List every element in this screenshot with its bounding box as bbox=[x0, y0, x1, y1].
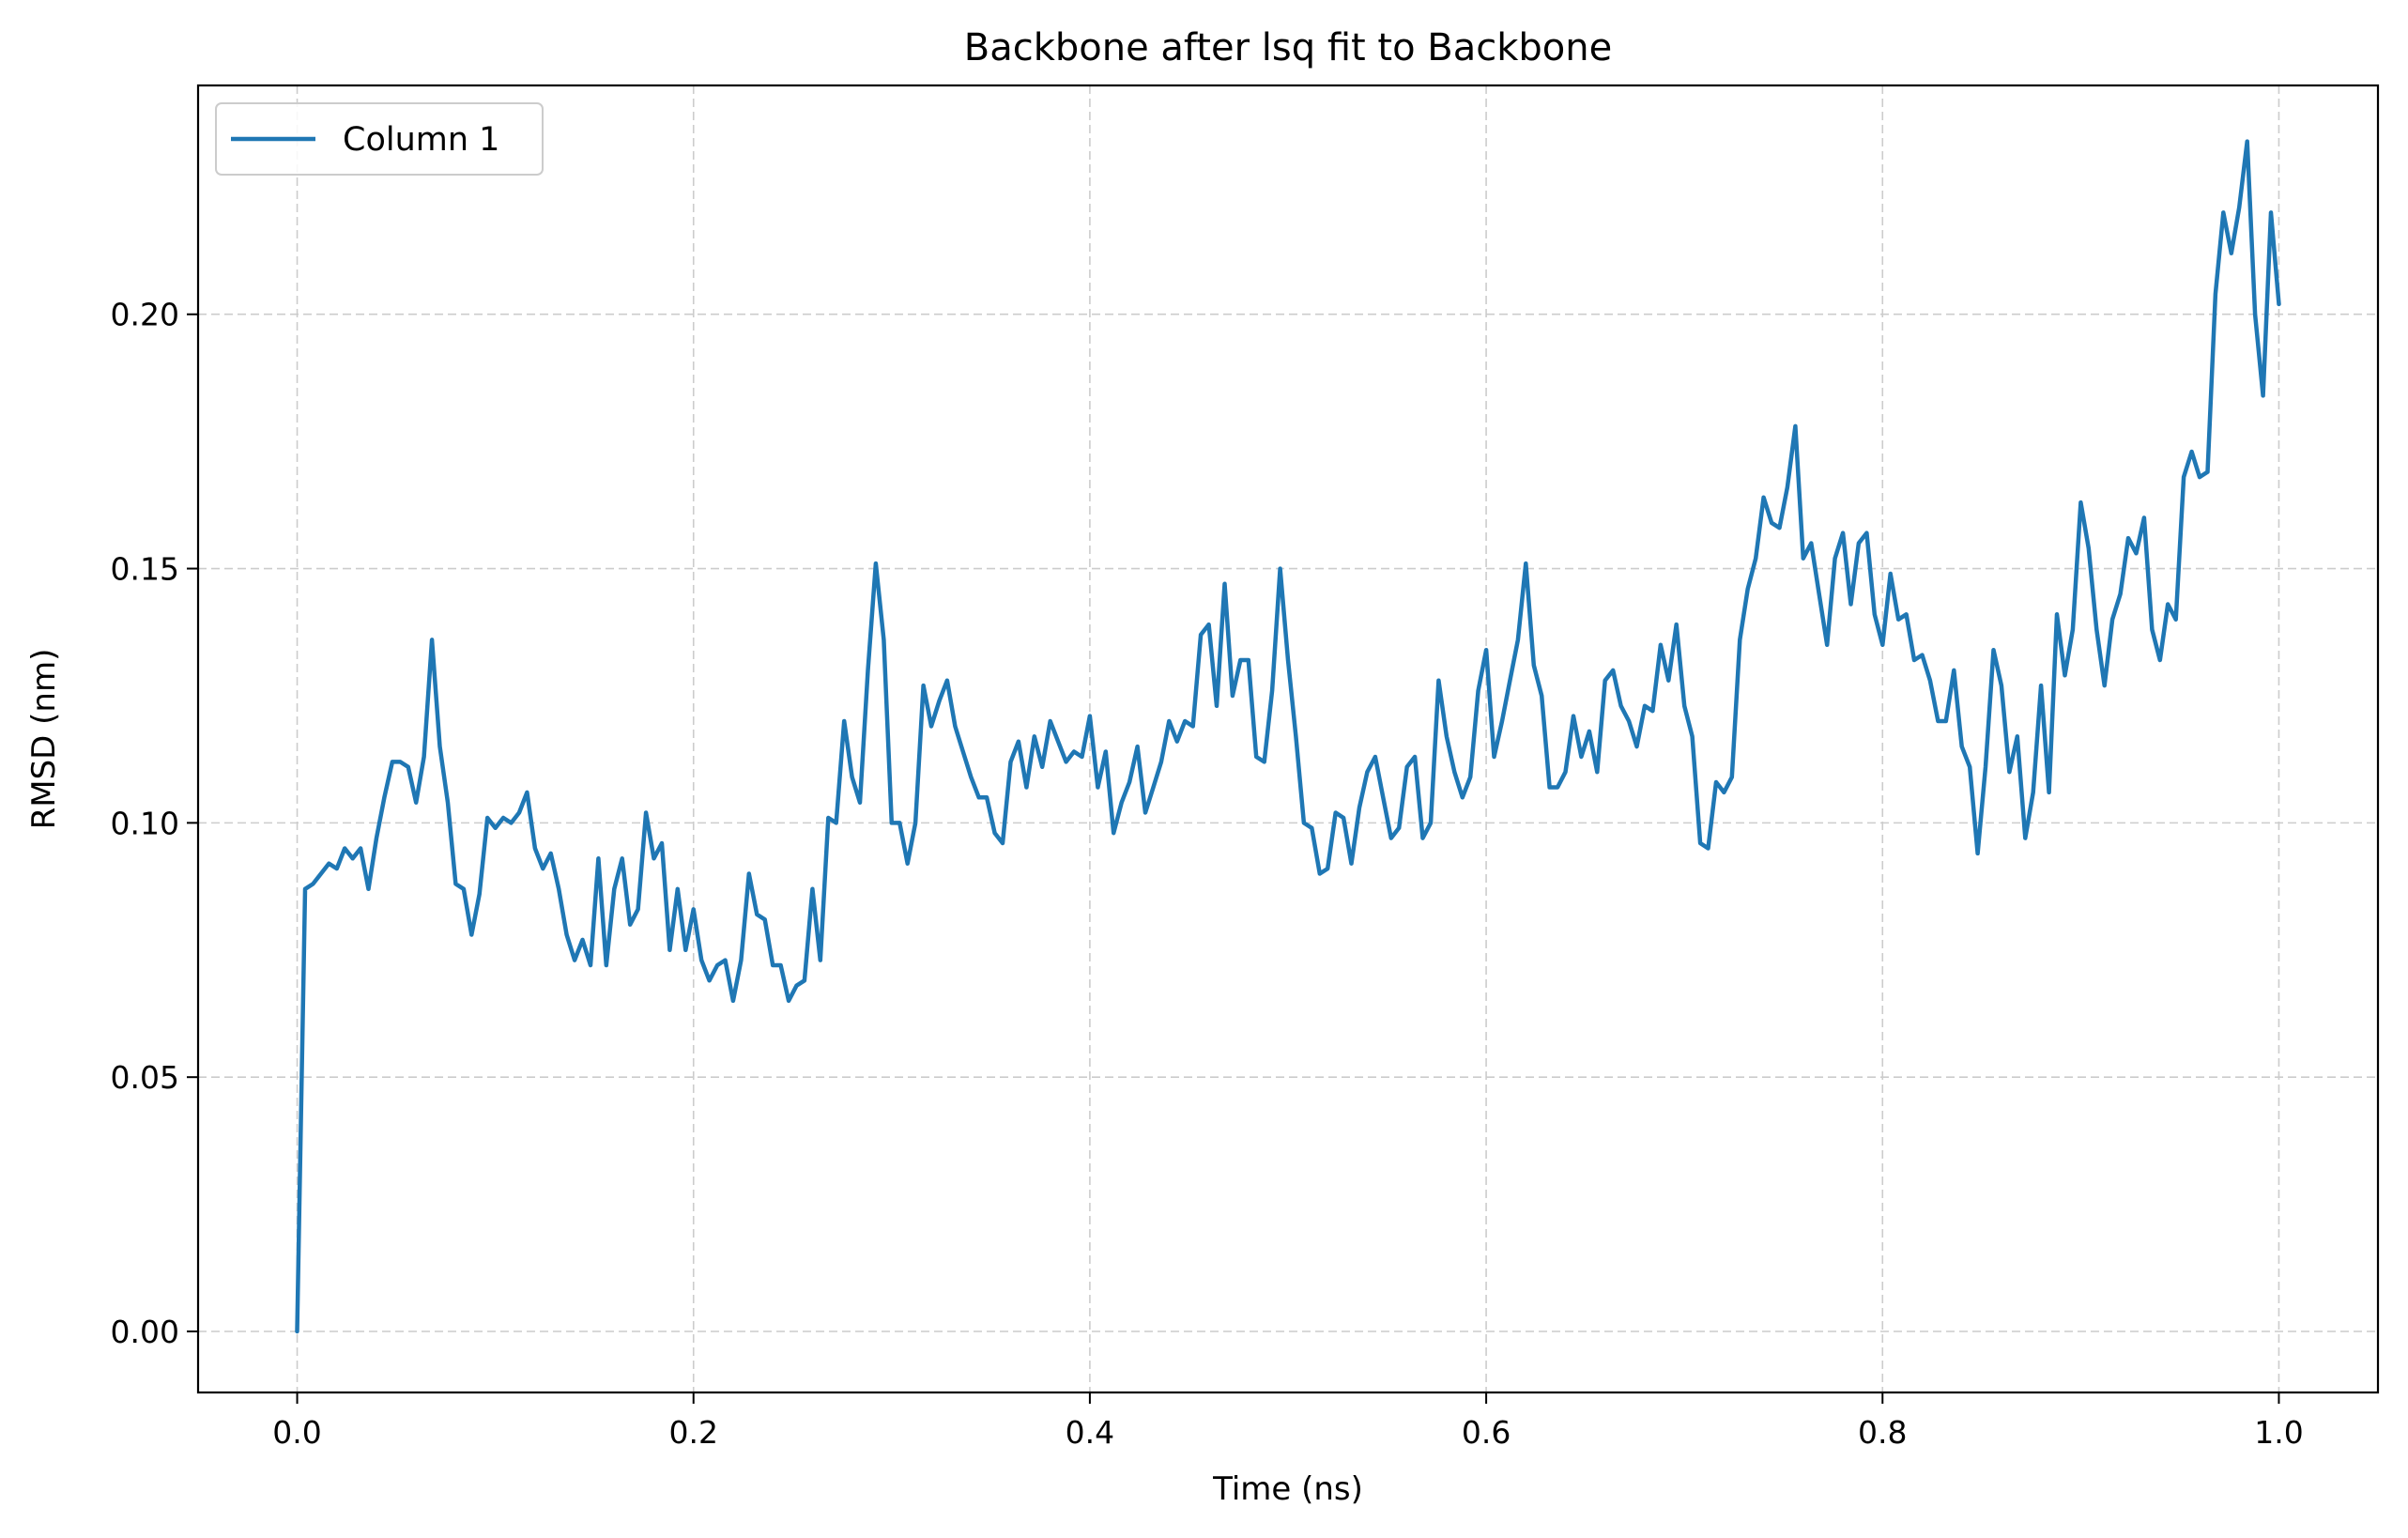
x-tick-label: 0.4 bbox=[1066, 1414, 1114, 1451]
y-tick-label: 0.15 bbox=[111, 551, 179, 588]
chart-title: Backbone after lsq fit to Backbone bbox=[964, 26, 1612, 69]
grid-lines bbox=[198, 85, 2378, 1392]
x-tick-label: 1.0 bbox=[2254, 1414, 2303, 1451]
y-axis-ticks: 0.00 0.05 0.10 0.15 0.20 bbox=[111, 297, 198, 1350]
x-axis-ticks: 0.0 0.2 0.4 0.6 0.8 1.0 bbox=[272, 1392, 2304, 1451]
x-axis-label: Time (ns) bbox=[1212, 1470, 1363, 1508]
x-tick-label: 0.6 bbox=[1462, 1414, 1511, 1451]
y-axis-label: RMSD (nm) bbox=[25, 649, 63, 830]
x-tick-label: 0.8 bbox=[1858, 1414, 1907, 1451]
x-tick-label: 0.0 bbox=[272, 1414, 321, 1451]
plot-series bbox=[295, 139, 2281, 1334]
legend-label: Column 1 bbox=[343, 121, 499, 159]
legend-box bbox=[215, 102, 544, 176]
y-tick-label: 0.05 bbox=[111, 1059, 179, 1096]
series-line bbox=[295, 139, 2281, 1334]
plot-frame bbox=[196, 84, 2380, 1394]
legend: Column 1 bbox=[215, 102, 544, 176]
y-tick-label: 0.00 bbox=[111, 1314, 179, 1350]
x-tick-label: 0.2 bbox=[668, 1414, 717, 1451]
y-tick-label: 0.20 bbox=[111, 297, 179, 333]
y-tick-label: 0.10 bbox=[111, 805, 179, 841]
